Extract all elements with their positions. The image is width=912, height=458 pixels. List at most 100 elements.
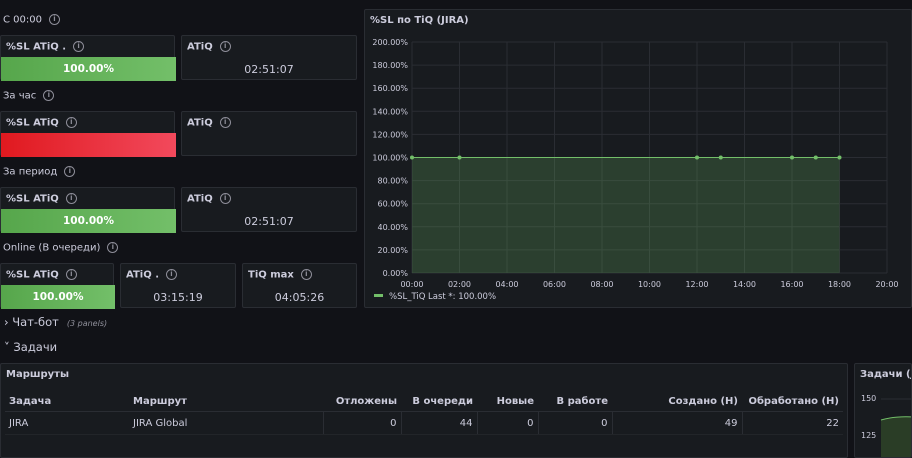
stat-value-bar: 100.00% [1, 209, 176, 233]
panel-title: %SL ATiQ . [6, 41, 67, 53]
info-icon[interactable]: i [73, 41, 85, 52]
x-tick-label: 00:00 [400, 280, 423, 289]
stat-value-bar: 100.00% [1, 57, 176, 81]
info-icon[interactable]: i [65, 117, 77, 128]
chevron-down-icon: ˅ [4, 340, 10, 354]
y-tick-label: 120.00% [372, 130, 408, 139]
stat-value: 02:51:07 [244, 63, 294, 76]
x-tick-label: 02:00 [448, 280, 471, 289]
legend-label: %SL_TiQ [389, 292, 426, 302]
mini-chart [880, 398, 911, 457]
routes-table: Задача Маршрут Отложены В очереди Новые … [5, 391, 843, 435]
column-header[interactable]: Маршрут [129, 391, 323, 412]
x-tick-label: 04:00 [495, 280, 518, 289]
chart-title: %SL по TiQ (JIRA) [370, 15, 469, 26]
info-icon[interactable]: i [300, 269, 312, 280]
table-cell: 49 [611, 411, 742, 435]
info-icon[interactable]: i [107, 242, 119, 253]
data-point [695, 155, 699, 160]
stat-panel-atiq-online: ATiQ . i 03:15:19 [120, 263, 236, 308]
legend-swatch [374, 294, 383, 297]
x-tick-label: 08:00 [590, 280, 613, 289]
table-row: JIRA JIRA Global 0 44 0 0 49 22 [5, 411, 843, 435]
y-tick-label: 140.00% [372, 107, 408, 116]
panel-title: ATiQ [187, 117, 213, 129]
legend-value: Last *: 100.00% [428, 292, 496, 302]
x-tick-label: 16:00 [780, 280, 803, 289]
y-tick-label: 160.00% [372, 84, 408, 93]
info-icon[interactable]: i [219, 117, 231, 128]
y-tick-label: 125 [861, 431, 877, 440]
table-cell: JIRA Global [129, 411, 323, 435]
chart-panel-tasks-jira: Задачи (JIR 150 125 [854, 363, 912, 458]
info-icon[interactable]: i [48, 14, 60, 25]
x-tick-label: 12:00 [685, 280, 708, 289]
info-icon[interactable]: i [64, 166, 76, 177]
chevron-right-icon: › [4, 315, 9, 329]
sl-tiq-chart[interactable]: 0.00% 20.00% 40.00% 60.00% 80.00% 100.00% 120.… [365, 10, 912, 309]
y-tick-label: 100.00% [372, 154, 408, 163]
stat-value: 03:15:19 [153, 291, 203, 304]
stat-value: 04:05:26 [274, 291, 325, 304]
table-panel-routes: Маршруты Задача Маршрут Отложены В очере… [0, 363, 848, 458]
column-header[interactable]: В работе [538, 391, 612, 412]
panel-title: %SL ATiQ [6, 193, 59, 205]
table-cell: 22 [741, 411, 843, 435]
data-point [457, 155, 462, 160]
y-tick-label: 40.00% [377, 223, 408, 232]
data-point [837, 155, 842, 160]
x-tick-label: 20:00 [875, 280, 898, 289]
stat-panel-tiq-max: TiQ max i 04:05:26 [242, 263, 357, 308]
x-tick-label: 14:00 [733, 280, 756, 289]
panel-count: (3 panels) [66, 319, 108, 328]
info-icon[interactable]: i [166, 269, 177, 280]
row-label-online-queue: Online (В очереди) i [3, 242, 119, 254]
y-tick-label: 60.00% [377, 200, 408, 209]
column-header[interactable]: В очереди [401, 391, 477, 412]
stat-panel-sl-atiq-hour: %SL ATiQ i [0, 111, 176, 157]
info-icon[interactable]: i [65, 193, 77, 204]
data-point [790, 155, 794, 160]
panel-title: %SL ATiQ [6, 117, 59, 129]
y-tick-label: 150 [861, 394, 877, 403]
info-icon[interactable]: i [219, 41, 231, 52]
data-point [410, 155, 414, 160]
y-tick-label: 180.00% [372, 61, 408, 70]
x-tick-label: 06:00 [543, 280, 566, 289]
section-title: Чат-бот [12, 315, 59, 329]
table-cell: 0 [322, 411, 401, 435]
section-tasks[interactable]: ˅ Задачи [4, 340, 57, 354]
panel-title: ATiQ [187, 41, 213, 53]
panel-title: ATiQ [187, 193, 213, 205]
panel-title: TiQ max [248, 269, 294, 281]
column-header[interactable]: Отложены [323, 391, 401, 412]
table-cell: 0 [476, 411, 538, 435]
stat-panel-sl-atiq-today: %SL ATiQ . i 100.00% [0, 35, 176, 81]
info-icon[interactable]: i [43, 90, 55, 101]
stat-panel-atiq-hour: ATiQ i [181, 111, 357, 156]
stat-value-bar [1, 133, 176, 157]
stat-value-bar: 100.00% [1, 285, 115, 309]
info-icon[interactable]: i [65, 269, 77, 280]
stat-panel-atiq-today: ATiQ i 02:51:07 [181, 35, 357, 80]
section-title: Задачи [13, 340, 58, 354]
row-label-since-midnight: С 00:00 i [3, 14, 60, 26]
y-tick-label: 0.00% [383, 269, 409, 278]
panel-title: Задачи (JIR [860, 369, 911, 380]
column-header[interactable]: Создано (Н) [612, 391, 742, 412]
column-header[interactable]: Обработано (Н) [742, 391, 843, 412]
stat-panel-atiq-period: ATiQ i 02:51:07 [181, 187, 357, 232]
stat-value: 02:51:07 [244, 215, 294, 228]
panel-title: %SL ATiQ [6, 269, 59, 281]
data-point [813, 155, 818, 160]
x-tick-label: 10:00 [638, 280, 661, 289]
chart-panel-sl-tiq: %SL по TiQ (JIRA) 0.00% 20.00% 40.00% 60.00… [364, 9, 912, 308]
data-point [718, 155, 723, 160]
table-cell: 44 [400, 411, 477, 435]
info-icon[interactable]: i [219, 193, 231, 204]
column-header[interactable]: Задача [5, 391, 129, 412]
table-cell: JIRA [5, 411, 129, 435]
column-header[interactable]: Новые [477, 391, 538, 412]
section-chatbot[interactable]: › Чат-бот (3 panels) [4, 315, 107, 329]
x-tick-label: 18:00 [828, 280, 851, 289]
